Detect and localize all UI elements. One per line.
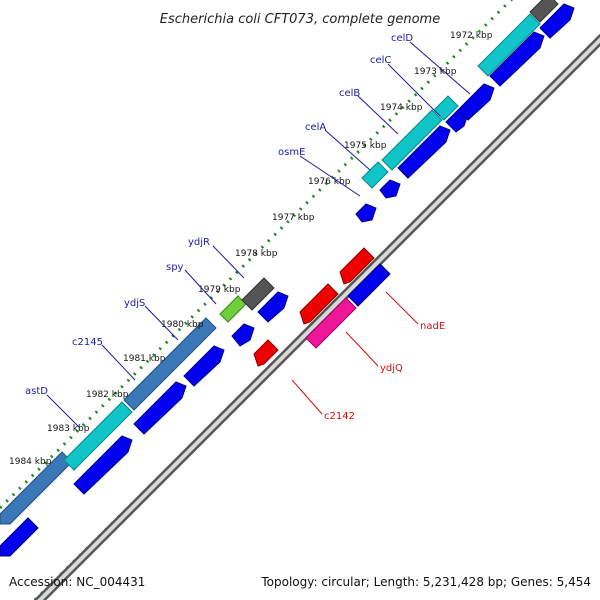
gene-label[interactable]: celA	[305, 122, 326, 133]
gene-forward-d[interactable]	[183, 345, 225, 387]
kbp-label: 1981 kbp	[123, 354, 166, 364]
gene-label[interactable]: celC	[370, 55, 391, 66]
bottom-gene-leaders	[291, 291, 419, 415]
gene-label[interactable]: celD	[391, 33, 413, 44]
gene-forward-j[interactable]	[445, 109, 469, 133]
kbp-label: 1984 kbp	[9, 457, 52, 467]
gene-block-cyan-c[interactable]	[381, 109, 443, 171]
gene-label[interactable]: c2142	[324, 411, 355, 422]
gene-forward-n[interactable]	[347, 263, 391, 307]
gene-forward-l[interactable]	[489, 31, 545, 87]
kbp-label: 1982 kbp	[86, 390, 129, 400]
gene-forward-e[interactable]	[231, 323, 255, 347]
gene-label[interactable]: ydjS	[124, 298, 145, 309]
gene-forward-a[interactable]	[0, 517, 39, 557]
gene-forward-m[interactable]	[539, 3, 575, 39]
kbp-label: 1979 kbp	[198, 285, 241, 295]
summary-text: Topology: circular; Length: 5,231,428 bp…	[260, 575, 591, 589]
kbp-label: 1983 kbp	[47, 424, 90, 434]
top-gene-leaders	[46, 41, 471, 429]
gene-block-steel-a[interactable]	[0, 451, 73, 525]
kbp-label: 1972 kbp	[450, 31, 493, 41]
backbone-light	[37, 37, 600, 600]
gene-block-gray-b[interactable]	[529, 0, 559, 23]
gene-block-steel-b[interactable]	[123, 317, 217, 411]
top-inner-row	[0, 3, 575, 557]
gene-block-cyan-d[interactable]	[433, 95, 459, 121]
map-title: Escherichia coli CFT073, complete genome	[160, 12, 440, 27]
gene-block-cyan-e[interactable]	[477, 13, 541, 77]
kbp-label: 1976 kbp	[308, 177, 351, 187]
gene-label[interactable]: nadE	[420, 321, 445, 332]
gene-label[interactable]: osmE	[278, 147, 305, 158]
bottom-outer-row	[305, 263, 391, 349]
kbp-label: 1975 kbp	[344, 141, 387, 151]
gene-forward-f[interactable]	[257, 291, 289, 323]
gene-forward-c[interactable]	[133, 381, 187, 435]
kbp-label: 1980 kbp	[161, 320, 204, 330]
gene-block-cyan-a[interactable]	[63, 401, 133, 471]
gene-label[interactable]: astD	[25, 386, 48, 397]
kbp-labels: 1972 kbp 1973 kbp 1974 kbp 1975 kbp 1976…	[9, 31, 493, 467]
gene-label[interactable]: ydjQ	[380, 363, 403, 374]
gene-label[interactable]: c2145	[72, 337, 103, 348]
gene-label[interactable]: celB	[339, 88, 360, 99]
kbp-label: 1973 kbp	[414, 67, 457, 77]
gene-block-gray-a[interactable]	[241, 277, 275, 311]
gene-label[interactable]: ydjR	[188, 237, 210, 248]
gene-forward-b[interactable]	[73, 435, 133, 495]
gene-forward-i[interactable]	[397, 125, 451, 179]
accession-text: Accession: NC_004431	[9, 575, 145, 589]
kbp-label: 1974 kbp	[380, 103, 423, 113]
bottom-reverse-genes	[253, 247, 375, 367]
bottom-gene-labels: nadE ydjQ c2142	[324, 321, 445, 422]
gene-forward-k[interactable]	[457, 83, 495, 121]
top-gene-labels: celD celC celB celA osmE ydjR spy ydjS c…	[25, 33, 413, 397]
kbp-label: 1978 kbp	[235, 249, 278, 259]
gene-reverse-b[interactable]	[299, 283, 339, 325]
top-outer-row	[0, 0, 559, 525]
gene-reverse-a[interactable]	[339, 247, 375, 285]
gene-forward-g[interactable]	[355, 203, 377, 223]
gene-label[interactable]: spy	[166, 262, 184, 273]
gene-block-magenta[interactable]	[305, 297, 357, 349]
gene-reverse-c[interactable]	[253, 339, 279, 367]
kbp-label: 1977 kbp	[272, 213, 315, 223]
gene-forward-h[interactable]	[379, 179, 401, 199]
gene-block-cyan-b[interactable]	[361, 161, 389, 189]
